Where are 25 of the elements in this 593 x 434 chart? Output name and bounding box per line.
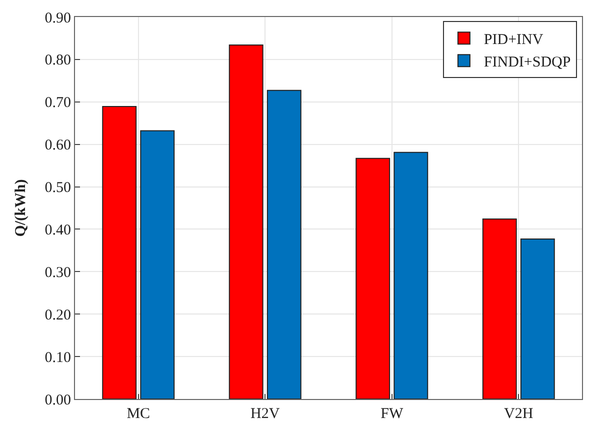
y-tick-label: 0.20	[44, 307, 71, 324]
y-axis-title: Q/(kWh)	[13, 179, 29, 237]
y-tick-label: 0.30	[44, 264, 71, 281]
bar	[102, 106, 137, 399]
x-tick-label: FW	[380, 406, 404, 422]
bar	[140, 130, 175, 399]
x-tick-label: MC	[126, 406, 150, 422]
bar	[266, 90, 302, 399]
y-tick-label: 0.80	[44, 52, 71, 69]
y-tick-label: 0.10	[44, 350, 71, 366]
bar	[482, 218, 517, 399]
y-tick-label: 0.90	[44, 10, 71, 26]
legend-label: FINDI+SDQP	[484, 54, 571, 70]
y-tick-label: 0.40	[44, 222, 71, 238]
bar	[394, 152, 428, 399]
bar	[520, 238, 555, 399]
y-tick-label: 0.70	[44, 95, 71, 112]
legend-label: PID+INV	[484, 32, 544, 48]
y-tick-label: 0.00	[44, 392, 71, 408]
x-tick-label: H2V	[250, 406, 280, 422]
bar	[228, 44, 264, 399]
x-tick-label: V2H	[504, 406, 534, 422]
y-tick-label: 0.50	[44, 180, 71, 196]
y-tick-label: 0.60	[44, 138, 71, 154]
bar	[356, 158, 390, 399]
